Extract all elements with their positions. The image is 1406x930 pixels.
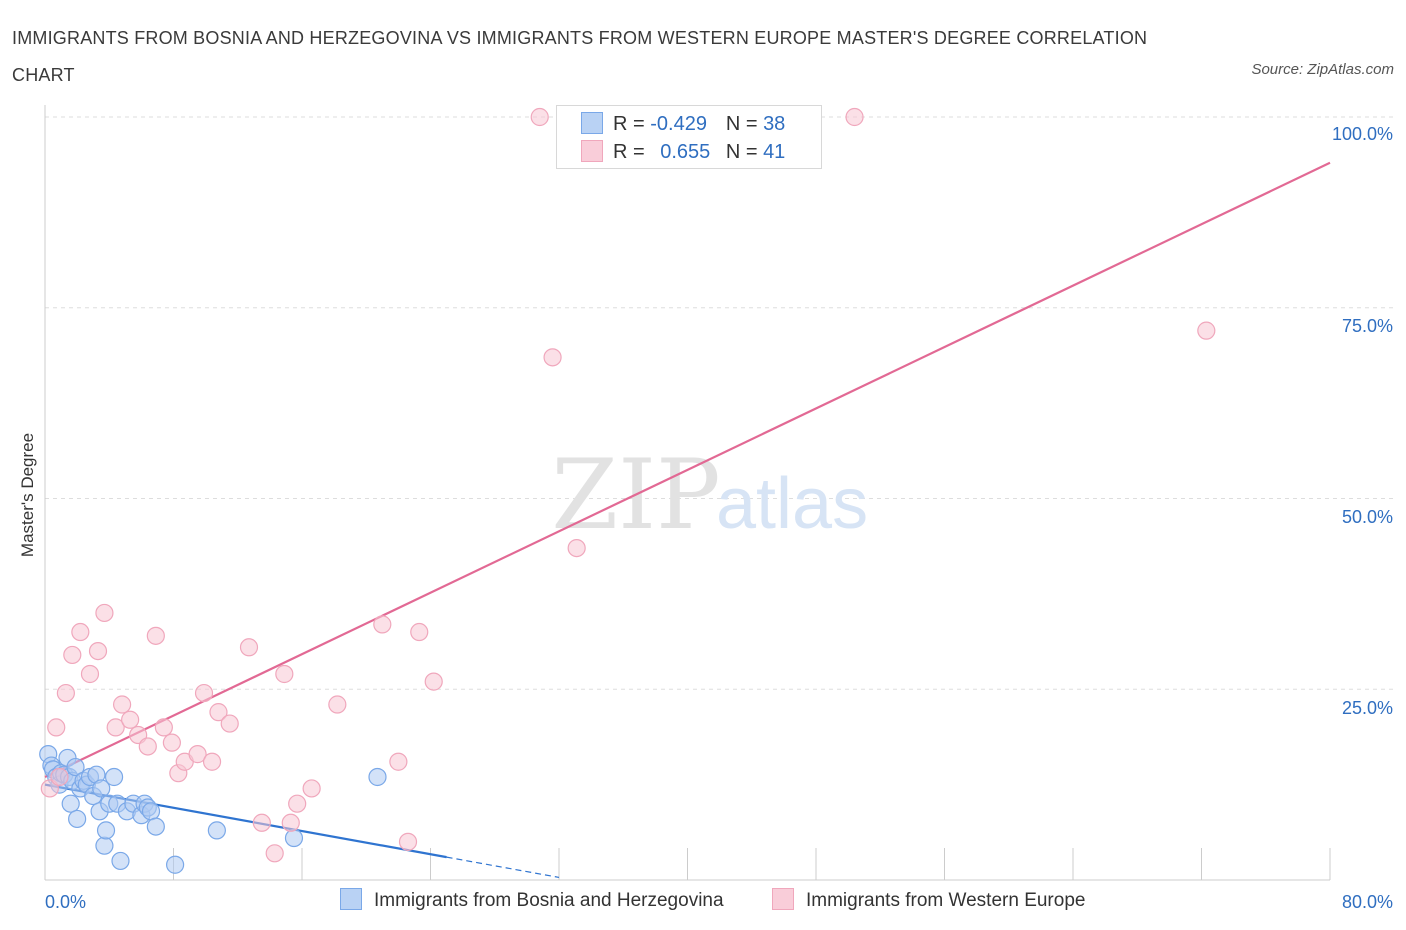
x-tick-label-max: 80.0% [1342,892,1393,912]
stats-row-bosnia: R = -0.429 N = 38 [581,110,785,138]
n-label: N = [725,113,758,135]
point-s1-16 [162,733,181,752]
point-s1-21 [202,752,222,771]
point-s1-11 [121,710,140,729]
legend-label-western-europe: Immigrants from Western Europe [806,890,1086,911]
y-tick-label-100: 100.0% [1332,124,1393,144]
legend-label-bosnia: Immigrants from Bosnia and Herzegovina [374,890,724,911]
point-s1-38 [543,348,562,367]
point-s1-40 [845,107,864,127]
point-s1-2 [50,767,69,787]
point-s1-24 [239,638,259,657]
point-s1-36 [424,672,443,691]
r-label: R = [613,113,645,135]
trend-line-1 [44,161,1331,778]
y-tick-label-75: 75.0% [1342,316,1393,336]
point-s0-33 [146,817,165,836]
point-s0-11 [66,757,85,777]
tick-labels: 0.0% 80.0% 25.0% 50.0% 75.0% 100.0% Mast… [18,124,1393,912]
point-s0-20 [92,779,111,798]
point-s1-9 [106,718,125,737]
watermark: ZIP atlas [551,439,868,551]
point-s1-23 [220,714,239,733]
point-s1-13 [138,737,157,756]
point-s1-6 [80,664,100,684]
y-tick-label-25: 25.0% [1342,698,1393,718]
point-s0-21 [95,836,114,855]
n-value-western-europe: 41 [763,141,786,163]
point-s0-32 [141,802,161,821]
point-s1-8 [95,603,114,623]
point-s1-25 [252,813,271,832]
point-s0-22 [96,821,116,840]
legend-swatch-bosnia [340,888,362,910]
n-label: N = [725,141,758,163]
point-s1-5 [71,622,90,642]
stats-legend: R = -0.429 N = 38 R = 0.655 N = 41 [556,105,822,169]
chart-source: Source: ZipAtlas.com [1251,61,1394,78]
point-s0-34 [166,855,185,874]
point-s1-27 [275,664,294,684]
point-s1-1 [47,718,66,737]
stats-swatch-western-europe [581,140,603,162]
point-s0-37 [368,767,387,787]
point-s1-26 [265,844,284,863]
stats-row-western-europe: R = 0.655 N = 41 [581,138,785,166]
point-s0-35 [207,821,226,840]
point-s1-30 [302,779,321,798]
point-s1-35 [410,622,429,642]
r-value-western-europe: 0.655 [660,141,711,163]
point-s0-26 [111,851,130,871]
point-s1-10 [112,695,132,714]
point-s0-9 [61,794,80,813]
point-s1-34 [398,832,418,851]
point-s1-41 [1197,321,1216,340]
stats-swatch-bosnia [581,112,603,134]
point-s1-31 [328,695,347,714]
point-s0-12 [68,809,87,829]
x-tick-label-min: 0.0% [45,892,86,912]
data-points [39,107,1216,874]
trend-line-extension-0 [446,856,560,878]
y-axis-label: Master's Degree [18,433,37,557]
point-s1-19 [188,745,207,764]
point-s1-29 [288,794,307,813]
point-s1-33 [389,752,408,771]
r-value-bosnia: -0.429 [650,113,707,135]
r-label: R = [613,141,645,163]
point-s1-15 [154,718,173,737]
point-s1-14 [146,626,165,645]
legend-swatch-western-europe [772,888,794,910]
legend-item-bosnia[interactable]: Immigrants from Bosnia and Herzegovina [340,888,724,912]
point-s1-39 [567,538,586,558]
point-s1-3 [56,683,75,703]
gridlines [45,116,1393,690]
point-s1-28 [281,813,300,832]
point-s1-4 [63,645,82,665]
chart-title: IMMIGRANTS FROM BOSNIA AND HERZEGOVINA V… [12,28,1148,85]
y-tick-label-50: 50.0% [1342,507,1393,527]
point-s1-32 [373,615,392,634]
point-s1-20 [194,683,214,703]
n-value-bosnia: 38 [763,113,786,135]
watermark-atlas: atlas [716,464,868,544]
point-s1-37 [530,107,549,127]
point-s1-7 [88,641,108,661]
point-s0-24 [104,767,124,787]
legend-item-western-europe[interactable]: Immigrants from Western Europe [772,888,1085,912]
point-s0-36 [284,828,304,848]
point-s1-22 [209,703,228,722]
